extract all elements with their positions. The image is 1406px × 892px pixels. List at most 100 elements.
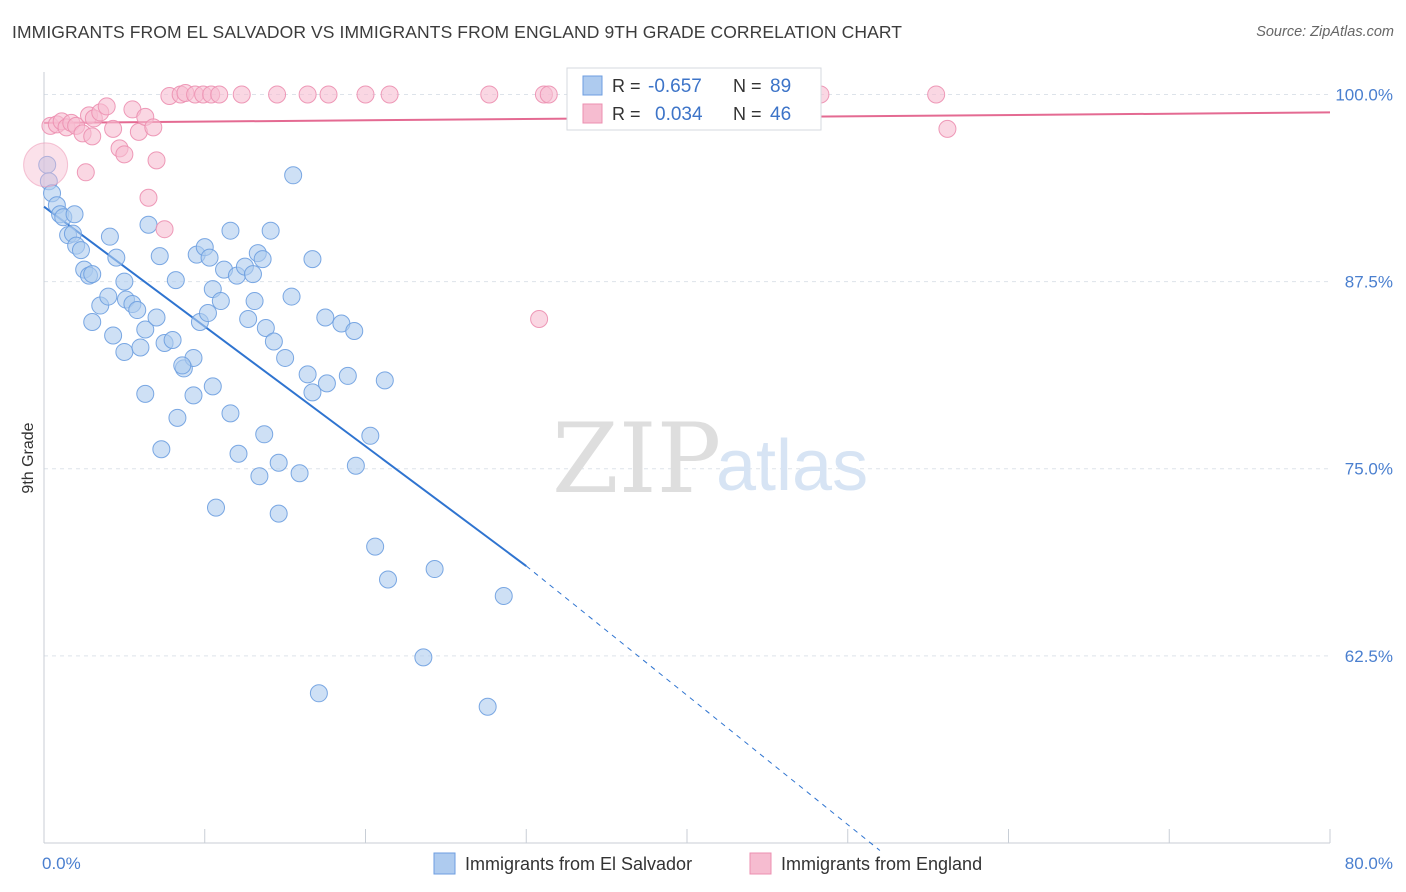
el-salvador-point xyxy=(245,292,264,311)
el-salvador-point xyxy=(147,308,166,327)
el-salvador-point xyxy=(253,250,272,269)
england-point xyxy=(356,85,375,104)
el-salvador-point xyxy=(100,227,119,246)
el-salvador-point xyxy=(316,308,335,327)
stats-legend-r-label: R = xyxy=(612,76,641,96)
y-tick-label: 62.5% xyxy=(1345,647,1393,666)
el-salvador-point xyxy=(83,313,102,332)
el-salvador-point xyxy=(414,648,433,667)
el-salvador-point xyxy=(298,365,317,384)
el-salvador-point xyxy=(139,215,158,234)
y-axis-tick-labels: 100.0% 87.5% 75.0% 62.5% xyxy=(1335,85,1393,665)
stats-legend-r-label: R = xyxy=(612,104,641,124)
england-point xyxy=(319,85,338,104)
y-tick-label: 75.0% xyxy=(1345,460,1393,479)
england-point xyxy=(380,85,399,104)
chart-title: IMMIGRANTS FROM EL SALVADOR VS IMMIGRANT… xyxy=(12,22,903,42)
england-point xyxy=(97,97,116,116)
el-salvador-trend-extension xyxy=(525,565,881,851)
england-point xyxy=(147,151,166,170)
el-salvador-point xyxy=(375,371,394,390)
series-legend-label-el-salvador: Immigrants from El Salvador xyxy=(465,854,692,874)
el-salvador-point xyxy=(366,537,385,556)
series-legend-swatch-england xyxy=(749,852,772,875)
el-salvador-point xyxy=(115,342,134,361)
england-point xyxy=(115,145,134,164)
el-salvador-point xyxy=(136,384,155,403)
england-point xyxy=(83,127,102,146)
england-point xyxy=(938,119,957,138)
el-salvador-point xyxy=(166,271,185,290)
stats-legend-swatch-pink xyxy=(582,103,603,124)
el-salvador-point xyxy=(168,408,187,427)
england-point xyxy=(539,85,558,104)
el-salvador-point xyxy=(221,221,240,240)
england-point xyxy=(268,85,287,104)
england-point xyxy=(298,85,317,104)
el-salvador-point xyxy=(243,265,262,284)
series-legend: Immigrants from El Salvador Immigrants f… xyxy=(433,852,982,875)
el-salvador-point xyxy=(269,453,288,472)
y-tick-label: 100.0% xyxy=(1335,85,1393,104)
stats-legend-r-value: 0.034 xyxy=(655,104,703,125)
el-salvador-point xyxy=(284,166,303,185)
el-salvador-point xyxy=(99,287,118,306)
el-salvador-trend-line xyxy=(43,205,527,567)
el-salvador-point xyxy=(255,425,274,444)
england-point xyxy=(104,119,123,138)
x-axis-ticks xyxy=(43,829,1331,843)
el-salvador-point xyxy=(264,332,283,351)
england-point xyxy=(139,188,158,207)
series-legend-swatch-el-salvador xyxy=(433,852,456,875)
data-points xyxy=(23,83,957,716)
el-salvador-point xyxy=(256,319,275,338)
el-salvador-point xyxy=(107,248,126,267)
el-salvador-point xyxy=(83,265,102,284)
y-axis-label: 9th Grade xyxy=(20,422,37,493)
el-salvador-point xyxy=(494,586,513,605)
el-salvador-point xyxy=(198,304,217,323)
el-salvador-point xyxy=(282,287,301,306)
x-tick-label: 0.0% xyxy=(42,854,81,873)
england-point xyxy=(480,85,499,104)
el-salvador-point xyxy=(303,250,322,269)
stats-legend: R = -0.657 N = 89 R = 0.034 N = 46 xyxy=(566,67,822,131)
watermark-atlas: atlas xyxy=(716,426,868,506)
el-salvador-point xyxy=(136,320,155,339)
el-salvador-point xyxy=(184,386,203,405)
series-legend-label-england: Immigrants from England xyxy=(781,854,982,874)
el-salvador-point xyxy=(200,248,219,267)
el-salvador-point xyxy=(303,383,322,402)
el-salvador-point xyxy=(104,326,123,345)
el-salvador-point xyxy=(261,221,280,240)
el-salvador-point xyxy=(309,684,328,703)
el-salvador-point xyxy=(250,467,269,486)
el-salvador-point xyxy=(71,241,90,260)
england-point xyxy=(927,85,946,104)
grid-lines xyxy=(44,93,1330,657)
el-salvador-point xyxy=(346,456,365,475)
el-salvador-point xyxy=(163,330,182,349)
x-tick-label: 80.0% xyxy=(1345,854,1393,873)
el-salvador-point xyxy=(269,504,288,523)
el-salvador-point xyxy=(221,404,240,423)
el-salvador-point xyxy=(290,464,309,483)
el-salvador-point xyxy=(229,444,248,463)
el-salvador-point xyxy=(345,321,364,340)
watermark: ZIP atlas xyxy=(552,403,868,515)
el-salvador-point xyxy=(361,426,380,445)
stats-legend-n-label: N = xyxy=(733,76,762,96)
england-point xyxy=(530,310,549,329)
el-salvador-point xyxy=(425,560,444,579)
el-salvador-point xyxy=(478,697,497,716)
el-salvador-point xyxy=(203,377,222,396)
x-axis-tick-labels: 0.0% 80.0% xyxy=(42,854,1393,873)
stats-legend-n-value: 89 xyxy=(770,76,791,97)
el-salvador-point xyxy=(128,301,147,320)
watermark-zip: ZIP xyxy=(552,403,721,515)
source-credit: Source: ZipAtlas.com xyxy=(1256,24,1394,40)
el-salvador-point xyxy=(211,292,230,311)
england-point xyxy=(232,85,251,104)
stats-legend-n-label: N = xyxy=(733,104,762,124)
